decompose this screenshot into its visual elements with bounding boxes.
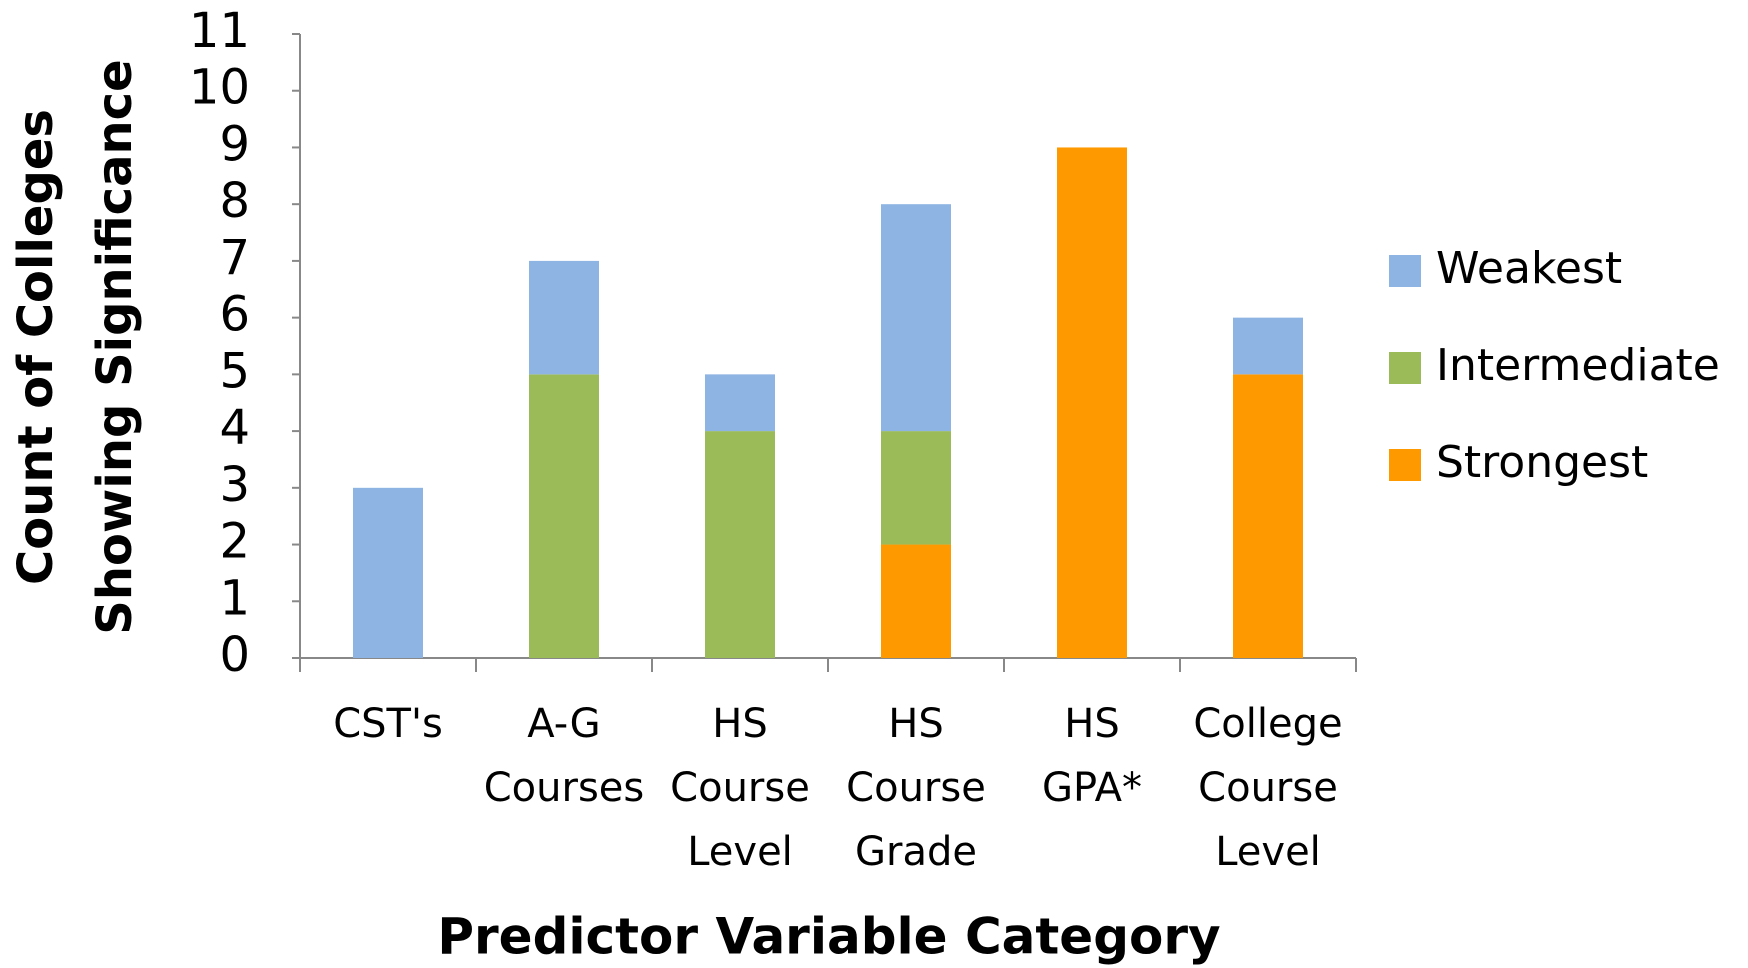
bar-segment: [881, 204, 951, 432]
legend-label: Strongest: [1436, 437, 1648, 488]
y-tick-label: 11: [189, 3, 250, 59]
y-tick-label: 9: [219, 116, 250, 172]
bar-segment: [529, 260, 599, 375]
bar-segment: [529, 374, 599, 658]
y-tick-label: 1: [219, 570, 250, 626]
bar-segment: [353, 487, 423, 658]
y-tick-label: 7: [219, 230, 250, 286]
legend-label: Weakest: [1436, 243, 1622, 294]
bar-segment: [705, 431, 775, 658]
x-tick-label: A-G Courses: [484, 701, 645, 811]
x-tick-label: HS GPA*: [1042, 701, 1142, 811]
bar-segment: [705, 374, 775, 432]
y-tick-label: 4: [219, 400, 250, 456]
legend-swatch: [1389, 255, 1421, 287]
y-tick-label: 5: [219, 343, 250, 399]
y-axis-title: Showing Significance: [87, 59, 143, 634]
bar-segment: [881, 431, 951, 545]
y-tick-label: 3: [219, 457, 250, 513]
x-axis-title: Predictor Variable Category: [437, 908, 1220, 966]
y-tick-label: 2: [219, 514, 250, 570]
y-tick-label: 0: [219, 627, 250, 683]
legend-swatch: [1389, 352, 1421, 384]
x-tick-label: College Course Level: [1193, 701, 1342, 875]
y-tick-label: 10: [189, 60, 250, 116]
bar-segment: [881, 544, 951, 658]
x-tick-label: HS Course Grade: [846, 701, 986, 875]
bar-segment: [1233, 317, 1303, 375]
y-axis-title: Count of Colleges: [8, 109, 64, 585]
y-tick-label: 8: [219, 173, 250, 229]
x-tick-label: HS Course Level: [670, 701, 810, 875]
bar-segment: [1057, 147, 1127, 659]
x-tick-label: CST's: [333, 701, 443, 747]
y-tick-label: 6: [219, 287, 250, 343]
legend-label: Intermediate: [1436, 340, 1720, 391]
legend-swatch: [1389, 449, 1421, 481]
bar-segment: [1233, 374, 1303, 658]
